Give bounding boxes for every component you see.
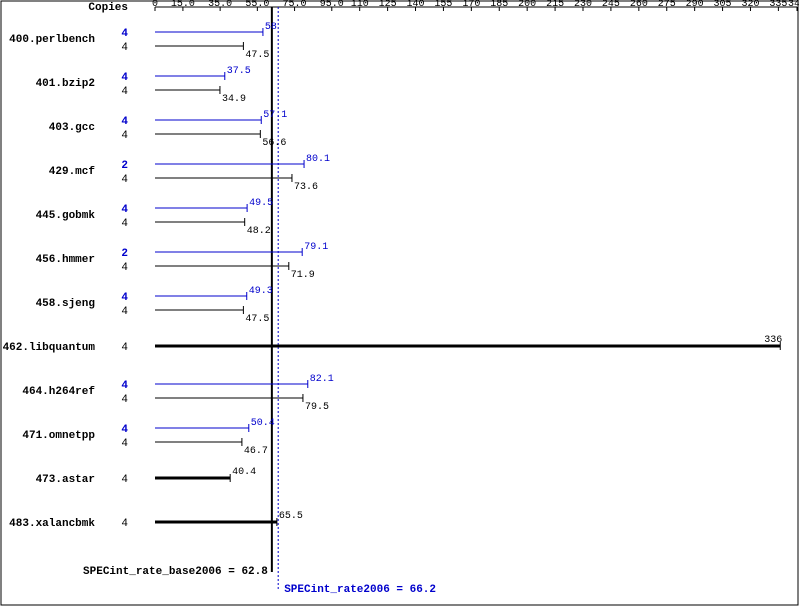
copies-base: 4 (121, 438, 128, 450)
peak-value-label: 49.3 (249, 286, 273, 297)
copies-peak: 4 (121, 28, 128, 40)
peak-value-label: 80.1 (306, 154, 330, 165)
peak-value-label: 37.5 (227, 66, 251, 77)
axis-tick-label: 170 (462, 0, 480, 10)
axis-tick-label: 35.0 (208, 0, 232, 10)
base-value-label: 73.6 (294, 182, 318, 193)
bar-value-label: 65.5 (279, 511, 303, 522)
axis-tick-label: 305 (714, 0, 732, 10)
benchmark-name: 473.astar (36, 474, 95, 486)
base-value-label: 79.5 (305, 402, 329, 413)
summary-base-label: SPECint_rate_base2006 = 62.8 (83, 566, 268, 578)
axis-tick-label: 345 (788, 0, 799, 10)
benchmark-name: 401.bzip2 (36, 78, 95, 90)
axis-tick-label: 335 (769, 0, 787, 10)
benchmark-name: 445.gobmk (36, 210, 96, 222)
axis-tick-label: 110 (351, 0, 369, 10)
peak-value-label: 57.1 (263, 110, 287, 121)
copies-value: 4 (121, 342, 128, 354)
copies-base: 4 (121, 262, 128, 274)
peak-value-label: 58 (265, 22, 277, 33)
copies-base: 4 (121, 130, 128, 142)
axis-tick-label: 260 (630, 0, 648, 10)
axis-tick-label: 290 (686, 0, 704, 10)
axis-tick-label: 15.0 (171, 0, 195, 10)
axis-tick-label: 140 (407, 0, 425, 10)
base-value-label: 56.6 (262, 138, 286, 149)
copies-base: 4 (121, 174, 128, 186)
base-value-label: 34.9 (222, 94, 246, 105)
benchmark-name: 403.gcc (49, 122, 95, 134)
axis-tick-label: 95.0 (320, 0, 344, 10)
peak-value-label: 50.4 (251, 418, 275, 429)
peak-value-label: 82.1 (310, 374, 334, 385)
axis-tick-label: 320 (741, 0, 759, 10)
base-value-label: 71.9 (291, 270, 315, 281)
bar-value-label: 336 (764, 335, 782, 346)
axis-tick-label: 185 (490, 0, 508, 10)
benchmark-name: 400.perlbench (9, 34, 95, 46)
benchmark-name: 483.xalancbmk (9, 518, 95, 530)
axis-tick-label: 0 (152, 0, 158, 10)
copies-peak: 2 (121, 248, 128, 260)
copies-base: 4 (121, 86, 128, 98)
base-value-label: 46.7 (244, 446, 268, 457)
base-value-label: 47.5 (245, 314, 269, 325)
peak-value-label: 49.5 (249, 198, 273, 209)
benchmark-name: 471.omnetpp (22, 430, 95, 442)
axis-tick-label: 200 (518, 0, 536, 10)
copies-value: 4 (121, 474, 128, 486)
base-value-label: 48.2 (247, 226, 271, 237)
peak-value-label: 79.1 (304, 242, 328, 253)
copies-peak: 4 (121, 116, 128, 128)
benchmark-name: 462.libquantum (3, 342, 96, 354)
axis-tick-label: 155 (434, 0, 452, 10)
benchmark-name: 456.hmmer (36, 254, 95, 266)
copies-base: 4 (121, 394, 128, 406)
copies-peak: 4 (121, 380, 128, 392)
benchmark-name: 458.sjeng (36, 298, 95, 310)
benchmark-name: 464.h264ref (22, 386, 95, 398)
benchmark-name: 429.mcf (49, 166, 96, 178)
summary-peak-label: SPECint_rate2006 = 66.2 (284, 584, 436, 596)
copies-peak: 2 (121, 160, 128, 172)
copies-base: 4 (121, 218, 128, 230)
bar-value-label: 40.4 (232, 467, 256, 478)
copies-base: 4 (121, 42, 128, 54)
axis-tick-label: 75.0 (283, 0, 307, 10)
axis-tick-label: 245 (602, 0, 620, 10)
copies-peak: 4 (121, 72, 128, 84)
axis-tick-label: 275 (658, 0, 676, 10)
axis-tick-label: 55.0 (245, 0, 269, 10)
copies-peak: 4 (121, 204, 128, 216)
axis-tick-label: 215 (546, 0, 564, 10)
copies-value: 4 (121, 518, 128, 530)
base-value-label: 47.5 (245, 50, 269, 61)
copies-peak: 4 (121, 424, 128, 436)
axis-tick-label: 125 (379, 0, 397, 10)
copies-peak: 4 (121, 292, 128, 304)
copies-header: Copies (88, 2, 128, 14)
copies-base: 4 (121, 306, 128, 318)
axis-tick-label: 230 (574, 0, 592, 10)
